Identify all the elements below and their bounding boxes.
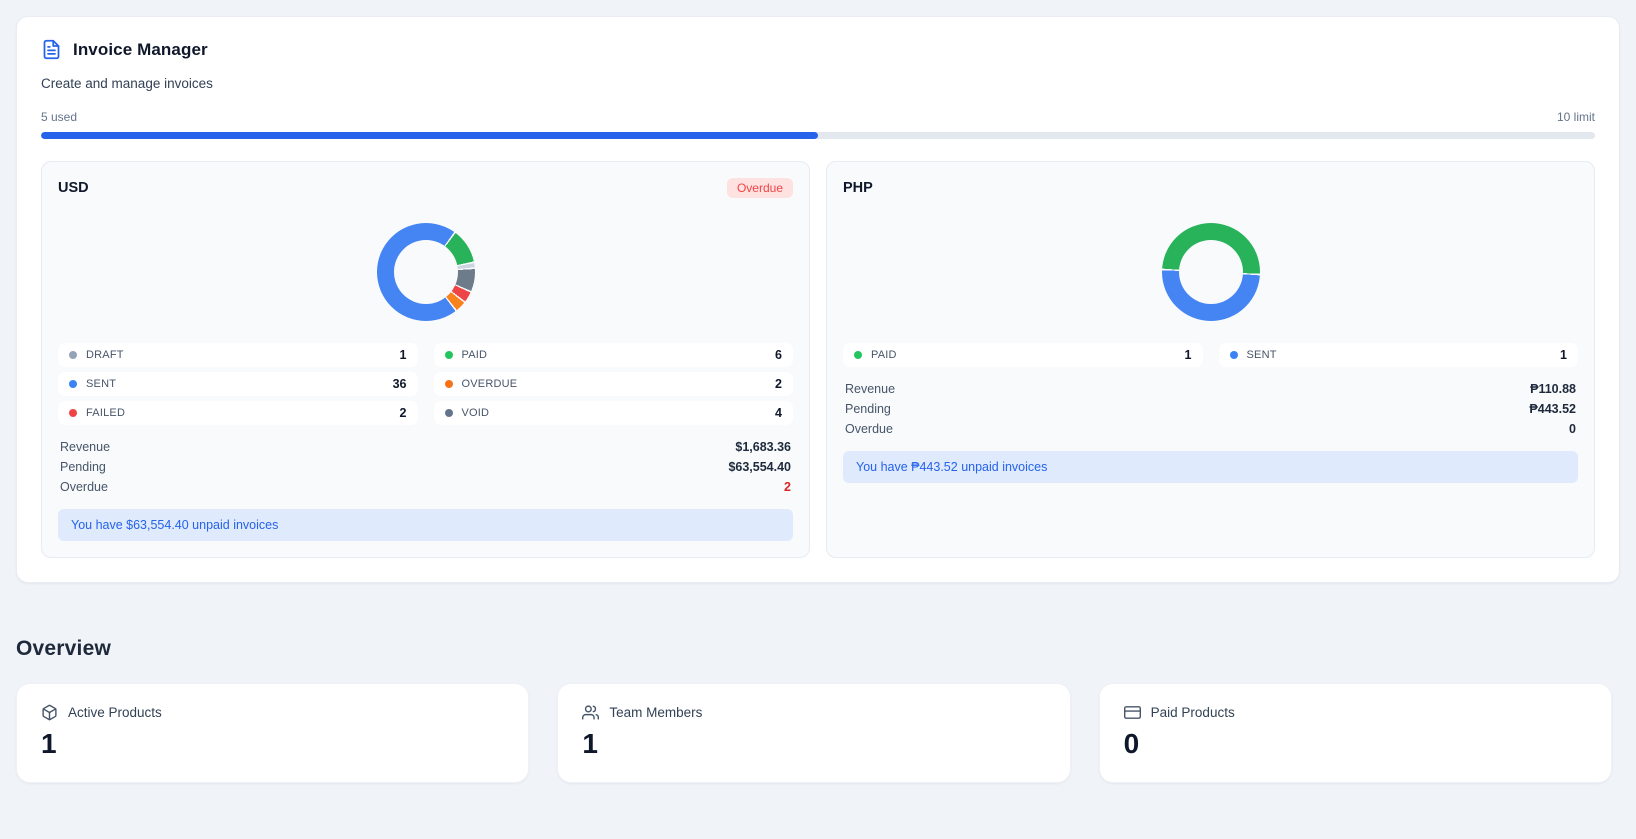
currency-card-usd: USD Overdue DRAFT 1 PAID [41,161,810,558]
file-text-icon [41,39,62,60]
overdue-row: Overdue 0 [843,419,1578,439]
php-totals: Revenue ₱110.88 Pending ₱443.52 Overdue … [843,379,1578,439]
stat-card-active-products: Active Products 1 [16,683,530,783]
legend-dot [854,351,862,359]
legend-dot [1229,351,1238,359]
legend-dot [444,351,453,359]
stat-value: 1 [582,728,598,759]
currency-code: PHP [843,180,873,196]
users-icon [582,704,600,721]
php-card-header: PHP [843,176,1578,200]
stat-value: 1 [41,728,57,759]
revenue-value: ₱110.88 [1530,381,1576,396]
legend-value: 4 [775,406,782,420]
usd-totals: Revenue $1,683.36 Pending $63,554.40 Ove… [58,437,793,497]
legend-item-draft: DRAFT 1 [58,343,418,367]
usd-legend: DRAFT 1 PAID 6 SENT 36 [58,343,793,425]
legend-dot [69,409,77,417]
stat-header: Team Members [582,704,1045,721]
legend-item-paid: PAID 6 [433,343,793,367]
legend-value: 1 [399,348,407,362]
revenue-value: $1,683.36 [735,439,791,454]
revenue-label: Revenue [60,439,111,454]
stat-label: Active Products [68,705,162,720]
currency-card-php: PHP PAID 1 SENT 1 [826,161,1595,558]
overdue-label: Overdue [60,479,108,494]
overview-section: Overview Active Products 1 [16,637,1612,783]
legend-label: PAID [461,349,488,361]
currency-code: USD [58,180,89,196]
legend-item-void: VOID 4 [433,401,793,425]
legend-value: 1 [1560,348,1567,362]
revenue-row: Revenue $1,683.36 [58,437,793,457]
revenue-row: Revenue ₱110.88 [843,379,1578,399]
legend-item-sent: SENT 36 [58,372,418,396]
overview-stats-row: Active Products 1 Team Members [16,683,1612,783]
overdue-label: Overdue [845,421,893,436]
donut-hole [1178,240,1243,304]
legend-value: 2 [775,377,782,391]
legend-value: 36 [392,377,407,391]
stat-header: Active Products [41,704,504,721]
legend-item-paid: PAID 1 [843,343,1203,367]
pending-label: Pending [845,401,891,416]
revenue-label: Revenue [845,381,896,396]
legend-dot [69,380,77,388]
php-donut-chart [1161,223,1260,321]
legend-item-failed: FAILED 2 [58,401,418,425]
php-legend: PAID 1 SENT 1 [843,343,1578,367]
stat-label: Paid Products [1150,705,1235,720]
stat-label: Team Members [609,705,703,720]
stat-card-paid-products: Paid Products 0 [1098,683,1612,783]
legend-label: PAID [871,349,897,361]
legend-value: 1 [1184,348,1192,362]
php-chart-area [843,200,1578,343]
legend-label: SENT [86,378,117,390]
invoice-manager-panel: Invoice Manager Create and manage invoic… [16,16,1620,583]
legend-dot [69,351,77,359]
dashboard-page: Invoice Manager Create and manage invoic… [0,16,1636,783]
legend-label: DRAFT [86,349,124,361]
donut-hole [393,240,458,304]
package-icon [41,704,58,721]
legend-label: VOID [461,407,490,419]
usd-chart-area [58,200,793,343]
usd-card-header: USD Overdue [58,176,793,200]
overdue-row: Overdue 2 [58,477,793,497]
pending-label: Pending [60,459,106,474]
usd-unpaid-invoices-notice[interactable]: You have $63,554.40 unpaid invoices [58,509,793,541]
overdue-value: 0 [1569,421,1576,436]
php-unpaid-invoices-notice[interactable]: You have ₱443.52 unpaid invoices [843,451,1578,483]
usage-used-label: 5 used [41,110,78,124]
legend-label: SENT [1246,349,1277,361]
credit-card-icon [1123,704,1141,721]
panel-subtitle: Create and manage invoices [41,76,213,91]
legend-value: 2 [399,406,407,420]
overdue-value: 2 [784,479,791,494]
page-title: Invoice Manager [73,39,208,59]
pending-value: ₱443.52 [1529,401,1576,416]
currency-cards-row: USD Overdue DRAFT 1 PAID [41,161,1595,558]
overview-title: Overview [16,637,111,660]
usd-donut-chart [376,223,475,321]
stat-value: 0 [1123,728,1140,759]
legend-label: FAILED [86,407,126,419]
pending-value: $63,554.40 [728,459,791,474]
overdue-status-badge: Overdue [726,178,793,198]
legend-label: OVERDUE [461,378,518,390]
usage-progress-bar [41,132,1595,139]
stat-card-team-members: Team Members 1 [557,683,1071,783]
legend-value: 6 [775,348,782,362]
usage-progress-fill [41,132,818,139]
usage-limit-label: 10 limit [1556,110,1595,124]
legend-dot [444,409,453,417]
panel-header: Invoice Manager [41,39,1595,60]
legend-dot [444,380,453,388]
pending-row: Pending $63,554.40 [58,457,793,477]
stat-header: Paid Products [1123,704,1587,721]
legend-item-overdue: OVERDUE 2 [433,372,793,396]
usage-meta-row: 5 used 10 limit [41,110,1595,124]
legend-item-sent: SENT 1 [1218,343,1578,367]
pending-row: Pending ₱443.52 [843,399,1578,419]
